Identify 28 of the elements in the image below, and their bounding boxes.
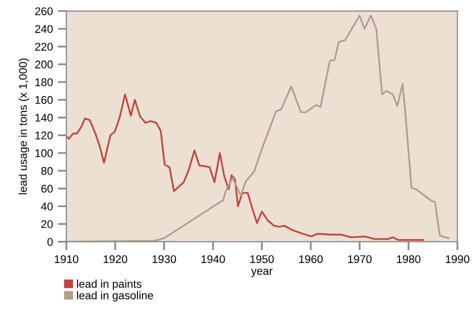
y-tick-label: 260 <box>35 7 53 16</box>
line-series <box>66 94 424 241</box>
x-tick-label: 1930 <box>152 255 176 264</box>
x-tick-label: 1980 <box>397 255 420 264</box>
y-tick-label: 60 <box>41 184 53 193</box>
x-tick-label: 1960 <box>299 255 323 264</box>
x-tick-label: 1990 <box>446 255 470 264</box>
x-axis-title: year <box>251 268 273 278</box>
legend-label: lead in paints <box>77 280 142 290</box>
y-tick-label: 40 <box>41 202 53 210</box>
y-tick-label: 240 <box>35 25 53 33</box>
y-tick-label: 20 <box>41 220 53 228</box>
y-tick-label: 100 <box>35 149 53 158</box>
x-tick-label: 1970 <box>348 255 372 264</box>
y-tick-label: 0 <box>47 238 53 246</box>
y-tick-label: 200 <box>35 60 53 68</box>
y-axis-title: lead usage in tons (x 1,000) <box>18 58 30 194</box>
x-tick-label: 1910 <box>54 255 78 264</box>
y-tick-label: 160 <box>35 96 53 104</box>
y-tick-label: 120 <box>35 132 53 140</box>
x-tick-label: 1950 <box>250 255 274 264</box>
legend-label: lead in gasoline <box>77 291 154 302</box>
x-tick-label: 1920 <box>104 255 128 264</box>
y-tick-label: 80 <box>41 167 53 175</box>
y-tick-label: 140 <box>35 114 53 122</box>
y-tick-label: 180 <box>35 78 53 86</box>
x-tick-label: 1940 <box>201 255 225 264</box>
y-tick-label: 220 <box>35 42 53 51</box>
